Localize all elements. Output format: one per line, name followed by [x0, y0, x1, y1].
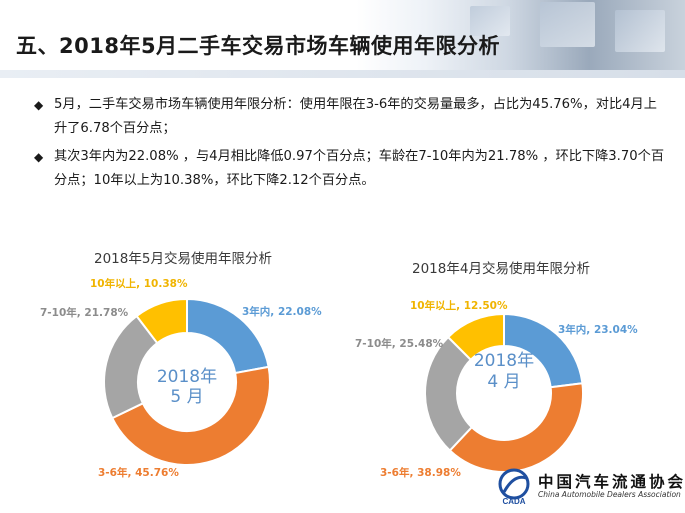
chart-title-may: 2018年5月交易使用年限分析 — [94, 251, 272, 267]
cada-logo: CADA 中国汽车流通协会 China Automobile Dealers A… — [494, 466, 683, 506]
svg-text:CADA: CADA — [502, 497, 525, 506]
data-label: 7-10年, 21.78% — [40, 306, 129, 319]
data-label: 7-10年, 25.48% — [355, 337, 444, 350]
data-label: 3年内, 23.04% — [558, 323, 638, 336]
logo-name: 中国汽车流通协会 — [538, 473, 685, 491]
page-title: 五、2018年5月二手车交易市场车辆使用年限分析 — [16, 34, 501, 58]
decorative-cube — [615, 10, 665, 52]
diamond-bullet-icon: ◆ — [34, 150, 44, 164]
center-label: 4 月 — [487, 372, 520, 392]
center-label: 2018年 — [474, 351, 534, 371]
bullet-text: 5月，二手车交易市场车辆使用年限分析：使用年限在3-6年的交易量最多，占比为45… — [54, 97, 657, 136]
bullet-item: ◆ 5月，二手车交易市场车辆使用年限分析：使用年限在3-6年的交易量最多，占比为… — [34, 93, 664, 141]
data-label: 3-6年, 45.76% — [98, 466, 179, 479]
bullet-text: 其次3年内为22.08% ，与4月相比降低0.97个百分点；车龄在7-10年内为… — [54, 149, 665, 188]
donut-slice-may-1 — [110, 365, 271, 466]
header-banner — [0, 0, 685, 78]
summary-bullets: ◆ 5月，二手车交易市场车辆使用年限分析：使用年限在3-6年的交易量最多，占比为… — [34, 93, 664, 197]
donut-slice-april-3 — [446, 312, 505, 362]
decorative-cube — [470, 6, 510, 36]
data-label: 3年内, 22.08% — [242, 305, 322, 318]
chart-title-april: 2018年4月交易使用年限分析 — [412, 261, 590, 277]
data-label: 10年以上, 12.50% — [410, 299, 508, 312]
data-label: 3-6年, 38.98% — [380, 466, 461, 479]
center-label: 2018年 — [157, 367, 217, 387]
logo-english: China Automobile Dealers Association — [538, 490, 681, 499]
bullet-item: ◆ 其次3年内为22.08% ，与4月相比降低0.97个百分点；车龄在7-10年… — [34, 145, 664, 193]
data-label: 10年以上, 10.38% — [90, 277, 188, 290]
decorative-cube — [540, 2, 595, 47]
donut-slice-april-1 — [448, 382, 584, 473]
center-label: 5 月 — [170, 387, 203, 407]
diamond-bullet-icon: ◆ — [34, 98, 44, 112]
donut-slice-may-3 — [135, 297, 188, 345]
cada-emblem-icon: CADA — [498, 468, 530, 506]
